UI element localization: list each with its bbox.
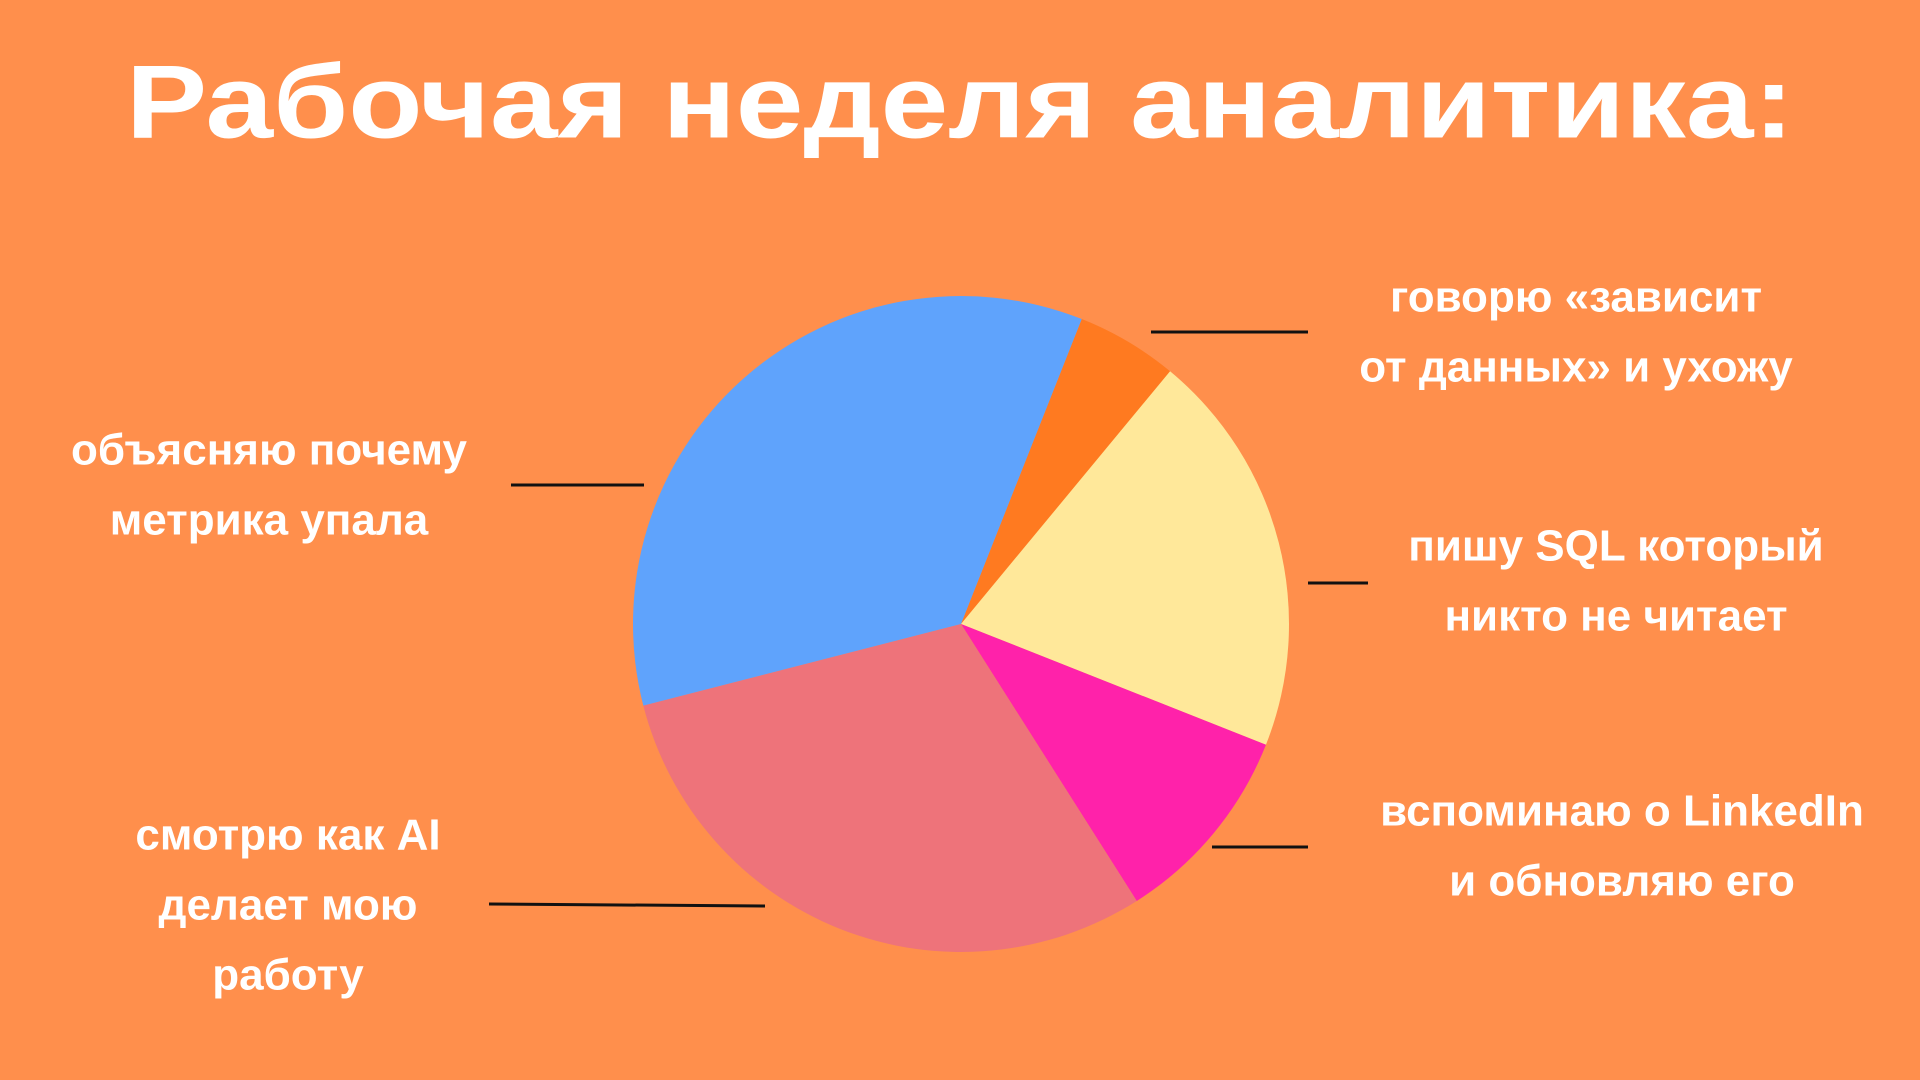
slice-label: вспоминаю о LinkedIn bbox=[1380, 787, 1864, 836]
chart-title: Рабочая неделя аналитика: bbox=[126, 44, 1794, 160]
slice-label: смотрю как AI bbox=[135, 811, 440, 860]
leader-line bbox=[488, 902, 766, 908]
pie-slice bbox=[961, 319, 1171, 624]
slice-label: никто не читает bbox=[1444, 592, 1787, 641]
pie-slice bbox=[643, 624, 1137, 952]
slice-label: делает мою bbox=[159, 881, 418, 930]
slice-label: говорю «зависит bbox=[1390, 273, 1762, 322]
slice-label: объясняю почему bbox=[71, 426, 468, 475]
slice-label: и обновляю его bbox=[1449, 857, 1795, 906]
slice-label: пишу SQL который bbox=[1408, 522, 1823, 571]
pie-slice bbox=[961, 371, 1289, 745]
slice-label: работу bbox=[212, 951, 364, 1000]
pie-slice bbox=[633, 296, 1082, 706]
slice-label: от данных» и ухожу bbox=[1359, 343, 1793, 392]
pie-slice bbox=[961, 624, 1266, 901]
slice-label: метрика упала bbox=[110, 496, 429, 545]
